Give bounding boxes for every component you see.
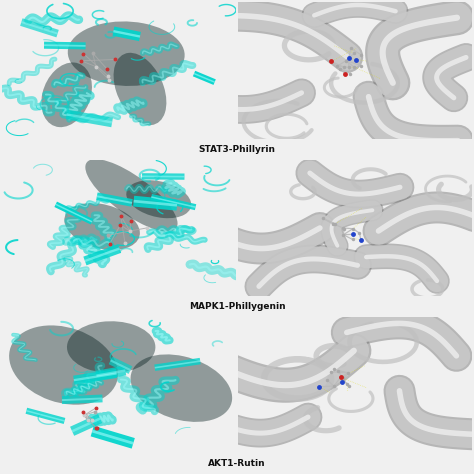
Text: STAT3-Phillyrin: STAT3-Phillyrin bbox=[199, 145, 275, 154]
Ellipse shape bbox=[85, 159, 178, 232]
Ellipse shape bbox=[64, 203, 140, 250]
Ellipse shape bbox=[68, 21, 185, 86]
Ellipse shape bbox=[114, 53, 166, 125]
Ellipse shape bbox=[9, 326, 118, 405]
Ellipse shape bbox=[126, 180, 191, 218]
Ellipse shape bbox=[130, 355, 232, 422]
Ellipse shape bbox=[41, 63, 92, 127]
Ellipse shape bbox=[67, 321, 155, 373]
Text: AKT1-Rutin: AKT1-Rutin bbox=[208, 459, 266, 468]
Text: MAPK1-Phillygenin: MAPK1-Phillygenin bbox=[189, 302, 285, 311]
